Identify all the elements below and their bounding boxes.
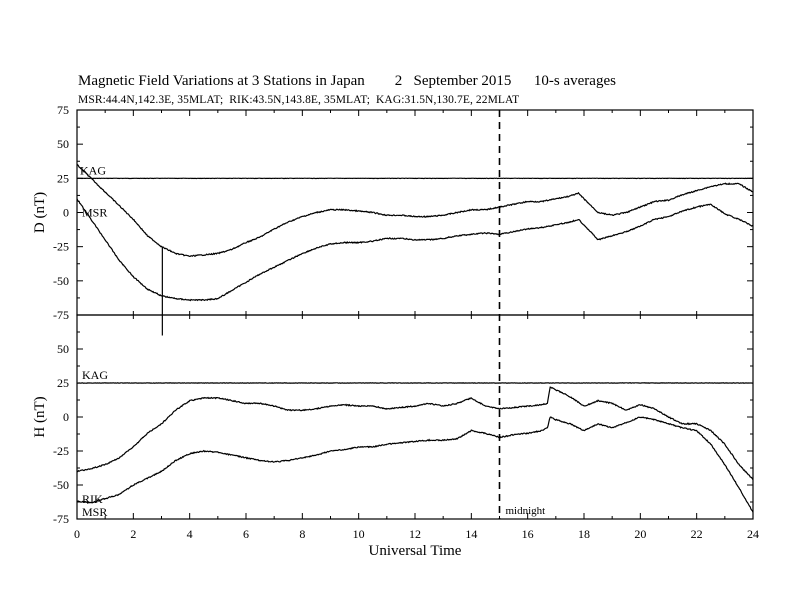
x-tick-label: 6 bbox=[243, 527, 249, 541]
x-tick-label: 24 bbox=[747, 527, 759, 541]
x-tick-label: 0 bbox=[74, 527, 80, 541]
station-label-msr: MSR bbox=[82, 206, 107, 220]
y-tick-label: -25 bbox=[53, 444, 69, 458]
y-tick-label: 0 bbox=[63, 410, 69, 424]
y-tick-label: 25 bbox=[57, 376, 69, 390]
y-tick-label: -75 bbox=[53, 512, 69, 526]
y-tick-label: 50 bbox=[57, 342, 69, 356]
y-tick-label: -50 bbox=[53, 478, 69, 492]
x-tick-label: 2 bbox=[130, 527, 136, 541]
y-tick-label: 25 bbox=[57, 171, 69, 185]
series-line-rik-panel-1 bbox=[76, 164, 754, 258]
y-axis-title: D (nT) bbox=[32, 192, 48, 233]
panel-frame-1 bbox=[76, 109, 754, 316]
x-tick-label: 22 bbox=[691, 527, 703, 541]
chart-subtitle: MSR:44.4N,142.3E, 35MLAT; RIK:43.5N,143.… bbox=[78, 94, 520, 106]
x-axis-title: Universal Time bbox=[369, 543, 462, 559]
series-line-msr-panel-2 bbox=[77, 416, 754, 513]
series-line-rik-panel-2 bbox=[76, 386, 754, 480]
chart-title: Magnetic Field Variations at 3 Stations … bbox=[78, 73, 616, 89]
x-tick-label: 10 bbox=[353, 527, 365, 541]
x-tick-label: 14 bbox=[465, 527, 477, 541]
station-label-msr: MSR bbox=[82, 505, 107, 519]
y-tick-label: 50 bbox=[57, 137, 69, 151]
x-tick-label: 20 bbox=[634, 527, 646, 541]
station-label-kag: KAG bbox=[80, 163, 106, 177]
station-label-kag: KAG bbox=[82, 368, 108, 382]
x-tick-label: 8 bbox=[299, 527, 305, 541]
y-tick-label: -50 bbox=[53, 274, 69, 288]
y-tick-label: 75 bbox=[57, 103, 69, 117]
y-axis-title: H (nT) bbox=[32, 396, 48, 437]
y-tick-label: 0 bbox=[63, 206, 69, 220]
series-line-msr-panel-1 bbox=[76, 198, 754, 302]
x-tick-label: 16 bbox=[522, 527, 534, 541]
x-tick-label: 4 bbox=[187, 527, 193, 541]
station-label-rik: RIK bbox=[82, 492, 103, 506]
x-tick-label: 18 bbox=[578, 527, 590, 541]
panel-frame-2 bbox=[76, 314, 754, 520]
y-tick-label: -75 bbox=[53, 308, 69, 322]
x-tick-label: 12 bbox=[409, 527, 421, 541]
y-tick-label: -25 bbox=[53, 240, 69, 254]
midnight-annotation: midnight bbox=[506, 505, 546, 517]
